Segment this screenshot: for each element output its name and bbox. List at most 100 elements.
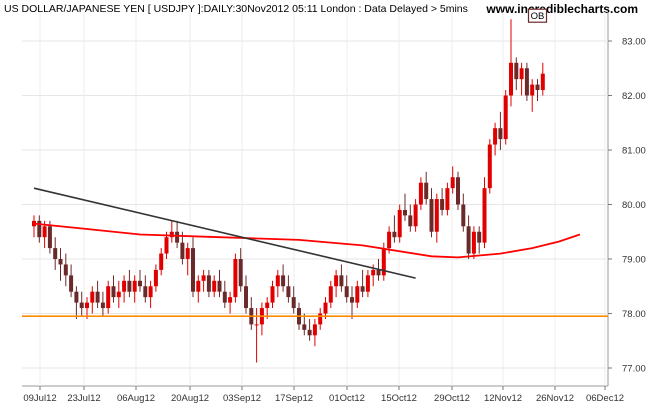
candle-body [90,291,95,303]
candle-body [365,275,370,292]
candle-body [503,95,508,140]
candle-body [275,275,280,287]
x-tick-label: 01Oct12 [329,393,365,404]
candle-body [244,286,248,309]
candle-body [318,313,323,325]
candle-body [403,209,407,216]
y-tick-label: 82.00 [622,91,646,102]
candle-body [450,177,455,189]
candle-body [355,286,360,303]
candle-body [514,62,519,80]
candle-body [206,275,211,292]
candle-body [212,280,217,292]
y-tick-label: 79.00 [622,255,646,266]
candle-body [153,269,158,287]
candle-body [524,68,529,96]
candle-body [265,302,270,309]
candle-body [233,259,238,298]
candle-body [360,286,365,292]
x-tick-label: 29Oct12 [434,393,470,404]
candle-body [217,280,222,292]
candle-body [106,286,111,309]
candle-body [286,286,291,298]
candle-body [482,188,487,243]
candle-body [63,264,68,276]
annotation-layer: OB [527,8,548,23]
candle-body [471,231,476,254]
candle-body [387,231,392,249]
candle-body [498,128,503,140]
candle-body [111,286,116,298]
candle-body [493,128,498,145]
candle-body [461,204,466,227]
y-axis: 77.00 78.00 79.00 80.00 81.00 82.00 83.00 [608,37,646,375]
x-tick-label: 15Oct12 [381,393,417,404]
series-layer [22,19,608,363]
trend-line [33,187,416,279]
candle-body [74,291,79,303]
candle-body [196,280,201,292]
candle-body [116,291,121,298]
candle-body [169,231,174,238]
candle-body [535,84,540,91]
candle-body [58,259,63,265]
candle-body [381,248,386,276]
candle-body [180,242,185,259]
x-tick-label: 06Aug12 [117,393,155,404]
candle-body [344,286,349,298]
x-tick-label: 23Jul12 [67,393,100,404]
candle-body [424,182,429,200]
candle-body [434,199,439,232]
candle-body [32,220,36,227]
candle-body [222,291,227,303]
candle-body [175,231,180,243]
candle-body [429,199,434,232]
candle-body [466,226,471,254]
candle-body [143,286,148,298]
chart-title: US DOLLAR/JAPANESE YEN [ USDJPY ]:DAILY:… [4,3,468,15]
annotation-box [527,8,548,23]
candle-body [445,188,450,210]
candle-body [148,286,153,298]
candle-body [530,84,535,96]
candle-body [85,302,89,309]
x-tick-label: 03Sep12 [223,393,261,404]
candle-body [291,297,296,309]
candle-body [334,275,339,287]
x-tick-label: 12Nov12 [484,393,522,404]
annotation-label: OB [531,11,545,22]
candle-body [540,73,545,91]
candle-body [270,286,275,303]
candle-body [37,220,42,238]
candle-body [42,226,47,238]
candle-body [69,275,74,292]
x-tick-label: 17Sep12 [275,393,313,404]
candle-body [238,259,243,287]
candle-body [418,182,423,205]
brand-logo: www.incrediblecharts.com [486,2,638,16]
candle-body [408,215,413,227]
y-tick-label: 81.00 [622,146,646,157]
candle-body [159,253,164,270]
candle-body [79,302,84,309]
candle-body [487,144,492,189]
candle-body [376,269,381,276]
candle-body [371,269,376,276]
candle-body [302,324,307,330]
x-tick-label: 06Dec12 [586,393,624,404]
candle-body [100,302,105,309]
candle-body [323,302,328,314]
candle-body [392,231,397,238]
candle-body [413,204,418,227]
candle-body [122,280,127,292]
candle-body [328,286,333,303]
candle-body [138,280,142,287]
candle-body [191,248,195,292]
y-tick-label: 77.00 [622,364,646,375]
candle-body [440,199,445,210]
candle-body [132,280,137,292]
moving-average-line [33,222,581,259]
y-tick-label: 83.00 [622,37,646,48]
candle-body [127,280,132,292]
